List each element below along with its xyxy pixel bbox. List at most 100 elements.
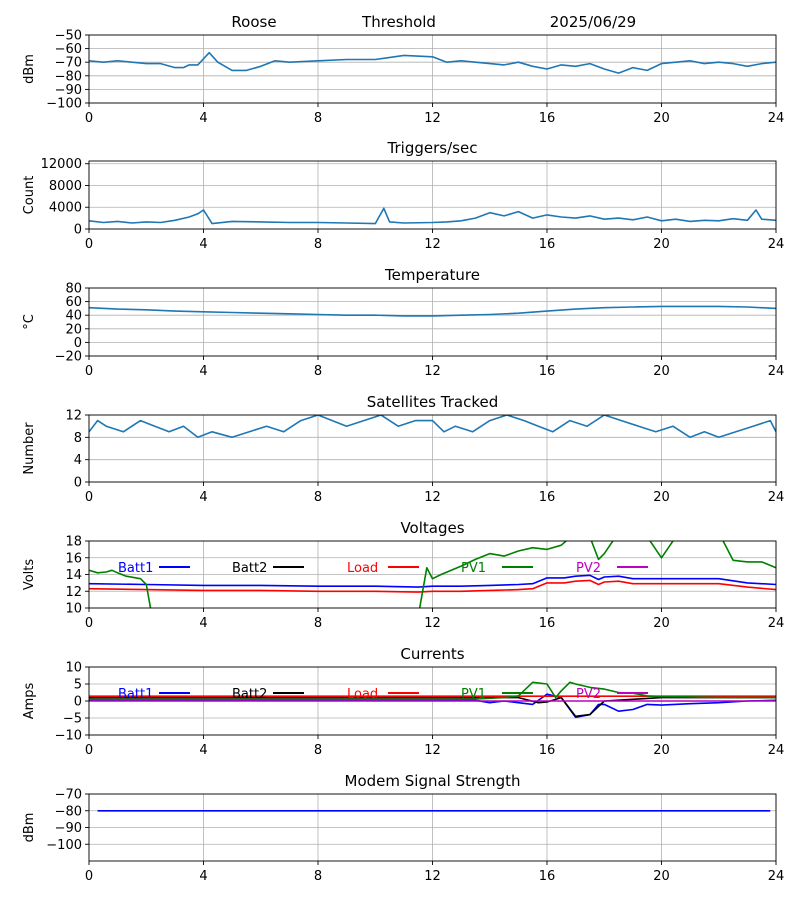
- chart-title: Currents: [400, 645, 464, 663]
- series-line-batt1: [89, 574, 776, 588]
- x-tick-label: 16: [539, 111, 556, 126]
- series-line: [89, 207, 776, 225]
- panel-signal: 0 4 8 12 16 20 24 −100−90−80−70−60−50 dBm: [22, 29, 784, 127]
- y-tick-label: 12: [65, 585, 82, 600]
- x-tick-label: 20: [653, 111, 670, 126]
- x-tick-label: 8: [314, 237, 322, 252]
- y-tick-label: −20: [55, 350, 82, 365]
- y-tick-label: −90: [55, 83, 82, 98]
- panel-satellites: 0 4 8 12 16 20 24 0 4 8 12 Satellites Tracked Number: [22, 393, 784, 505]
- x-tick-label: 4: [199, 616, 207, 631]
- x-tick-label: 24: [768, 869, 785, 884]
- y-tick-label: 12000: [41, 157, 82, 172]
- date-label: 2025/06/29: [550, 13, 636, 31]
- x-tick-label: 0: [85, 490, 93, 505]
- panel-triggers: 0 4 8 12 16 20 24 0 4000 8000 12000 Triggers/sec Cou…: [22, 139, 784, 252]
- x-tick-label: 0: [85, 869, 93, 884]
- x-tick-label: 24: [768, 237, 785, 252]
- y-tick-label: 0: [74, 695, 82, 710]
- x-tick-label: 20: [653, 364, 670, 379]
- x-tick-label: 4: [199, 490, 207, 505]
- legend-label-pv1: PV1: [461, 561, 486, 576]
- x-tick-label: 16: [539, 869, 556, 884]
- y-tick-label: 0: [74, 476, 82, 491]
- mode-label: Threshold: [361, 13, 436, 31]
- legend-label-batt1: Batt1: [118, 687, 153, 702]
- legend-label-pv2: PV2: [576, 561, 601, 576]
- y-axis-label: Number: [22, 422, 37, 475]
- x-tick-label: 16: [539, 616, 556, 631]
- chart-title: Voltages: [400, 519, 464, 537]
- x-tick-label: 4: [199, 869, 207, 884]
- x-tick-label: 16: [539, 237, 556, 252]
- y-tick-label: 80: [65, 282, 82, 297]
- y-axis-label: Volts: [22, 559, 37, 591]
- x-tick-label: 0: [85, 237, 93, 252]
- x-tick-label: 16: [539, 490, 556, 505]
- x-tick-label: 24: [768, 364, 785, 379]
- y-tick-label: −100: [46, 838, 82, 853]
- y-tick-label: 0: [74, 223, 82, 238]
- x-tick-label: 20: [653, 237, 670, 252]
- x-tick-label: 16: [539, 743, 556, 758]
- series-line: [89, 51, 776, 74]
- y-tick-label: −80: [55, 804, 82, 819]
- chart-title: Temperature: [384, 266, 480, 284]
- legend-label-load: Load: [347, 561, 378, 576]
- chart-title: Triggers/sec: [387, 139, 478, 157]
- y-tick-label: −60: [55, 42, 82, 57]
- chart-title: Modem Signal Strength: [345, 772, 521, 790]
- series-line-pv1: [89, 681, 776, 701]
- y-tick-label: 10: [65, 661, 82, 676]
- y-tick-label: 4: [74, 453, 82, 468]
- x-tick-label: 0: [85, 364, 93, 379]
- x-tick-label: 12: [424, 237, 441, 252]
- y-tick-label: 4000: [49, 201, 82, 216]
- panel-modem: 0 4 8 12 16 20 24 −100 −90 −80−70 Modem Signal Str…: [22, 772, 784, 884]
- figure-header: Roose Threshold 2025/06/29: [231, 13, 636, 31]
- y-tick-label: −100: [46, 97, 82, 112]
- x-tick-label: 4: [199, 237, 207, 252]
- y-tick-label: 12: [65, 409, 82, 424]
- legend-label-batt2: Batt2: [232, 687, 267, 702]
- x-tick-label: 4: [199, 364, 207, 379]
- x-tick-label: 24: [768, 490, 785, 505]
- legend-label-pv1: PV1: [461, 687, 486, 702]
- y-tick-label: 40: [65, 309, 82, 324]
- y-axis-label: Count: [22, 176, 37, 215]
- y-tick-label: 10: [65, 602, 82, 617]
- x-tick-label: 12: [424, 364, 441, 379]
- legend-label-batt2: Batt2: [232, 561, 267, 576]
- y-axis-label: Amps: [22, 682, 37, 719]
- x-tick-label: 12: [424, 111, 441, 126]
- y-axis-label: °C: [22, 314, 37, 330]
- y-tick-label: 14: [65, 568, 82, 583]
- y-tick-label: −50: [55, 29, 82, 44]
- y-tick-label: −70: [55, 56, 82, 71]
- x-tick-label: 8: [314, 743, 322, 758]
- y-tick-label: −70: [55, 788, 82, 803]
- y-axis-label: dBm: [22, 54, 37, 84]
- x-tick-label: 12: [424, 743, 441, 758]
- x-tick-label: 12: [424, 869, 441, 884]
- x-tick-label: 8: [314, 616, 322, 631]
- station-name: Roose: [231, 13, 276, 31]
- x-tick-label: 20: [653, 616, 670, 631]
- x-tick-label: 16: [539, 364, 556, 379]
- x-tick-label: 8: [314, 490, 322, 505]
- series-line-pv1: [89, 541, 776, 608]
- y-tick-label: −80: [55, 69, 82, 84]
- x-tick-label: 4: [199, 743, 207, 758]
- legend-label-batt1: Batt1: [118, 561, 153, 576]
- x-tick-label: 12: [424, 490, 441, 505]
- y-tick-label: 8: [74, 431, 82, 446]
- y-axis-label: dBm: [22, 813, 37, 843]
- series-line: [89, 415, 776, 439]
- x-tick-label: 4: [199, 111, 207, 126]
- x-tick-label: 0: [85, 616, 93, 631]
- panel-currents: 0 4 8 12 16 20 24 −10 −5 0 5 10 Currents Amps Batt1 Bat…: [22, 645, 784, 758]
